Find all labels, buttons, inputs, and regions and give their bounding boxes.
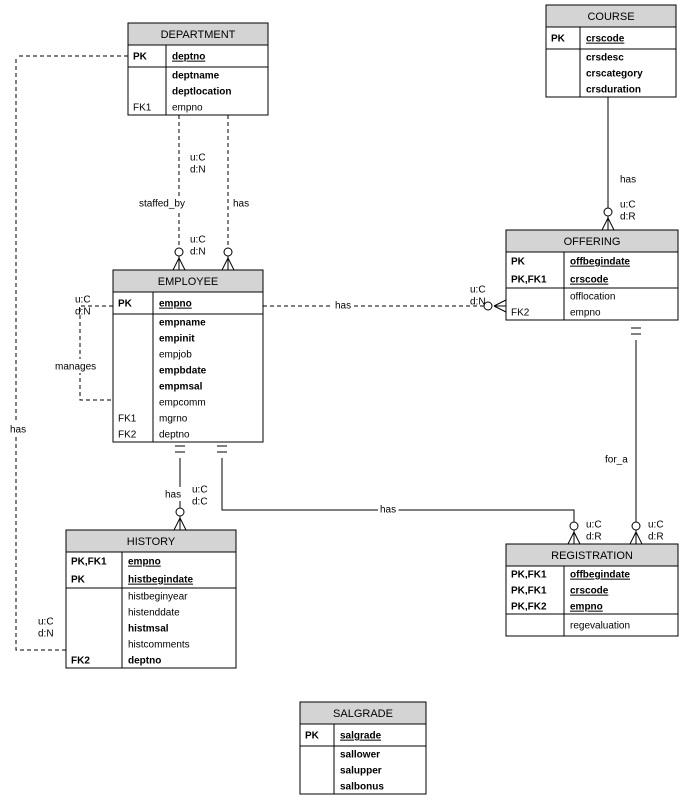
svg-text:d:N: d:N [470, 297, 486, 308]
svg-text:COURSE: COURSE [587, 11, 634, 23]
svg-text:crscode: crscode [570, 275, 609, 286]
edge-history-has-dept [16, 56, 66, 650]
svg-text:HISTORY: HISTORY [127, 536, 176, 548]
svg-text:histbegindate: histbegindate [128, 575, 193, 586]
svg-text:DEPARTMENT: DEPARTMENT [161, 29, 236, 41]
er-diagram: staffed_byu:Cd:Nu:Cd:Nhasmanagesu:Cd:Nha… [0, 0, 690, 803]
svg-text:empno: empno [570, 602, 603, 613]
svg-text:for_a: for_a [605, 455, 628, 466]
svg-text:u:C: u:C [648, 520, 664, 531]
svg-text:d:N: d:N [75, 307, 91, 318]
svg-text:salupper: salupper [340, 766, 382, 777]
svg-text:crscode: crscode [586, 34, 625, 45]
svg-text:sallower: sallower [340, 750, 380, 761]
svg-text:u:C: u:C [190, 153, 206, 164]
svg-text:empmsal: empmsal [159, 382, 203, 393]
svg-text:empcomm: empcomm [159, 398, 206, 409]
svg-text:d:R: d:R [648, 532, 664, 543]
svg-text:empno: empno [128, 557, 161, 568]
svg-text:d:N: d:N [190, 165, 206, 176]
svg-text:offlocation: offlocation [570, 292, 615, 303]
svg-text:empno: empno [172, 103, 203, 114]
svg-text:histenddate: histenddate [128, 608, 180, 619]
svg-text:histbeginyear: histbeginyear [128, 592, 188, 603]
svg-text:PK,FK1: PK,FK1 [511, 586, 547, 597]
svg-text:FK1: FK1 [133, 103, 152, 114]
svg-text:u:C: u:C [620, 200, 636, 211]
svg-text:FK2: FK2 [118, 430, 137, 441]
svg-text:regevaluation: regevaluation [570, 621, 630, 632]
svg-text:empinit: empinit [159, 334, 195, 345]
svg-text:u:C: u:C [586, 520, 602, 531]
svg-text:deptno: deptno [128, 656, 161, 667]
svg-text:u:C: u:C [190, 235, 206, 246]
svg-text:d:N: d:N [38, 629, 54, 640]
svg-text:manages: manages [55, 362, 96, 373]
svg-text:crscode: crscode [570, 586, 609, 597]
svg-text:PK: PK [551, 34, 566, 45]
svg-text:salgrade: salgrade [340, 731, 382, 742]
svg-text:crscategory: crscategory [586, 69, 643, 80]
svg-text:empname: empname [159, 318, 206, 329]
svg-text:PK,FK1: PK,FK1 [511, 570, 547, 581]
svg-text:empno: empno [159, 299, 192, 310]
svg-text:OFFERING: OFFERING [564, 236, 621, 248]
edge-emp-has-registration [222, 458, 574, 544]
svg-text:staffed_by: staffed_by [139, 199, 185, 210]
svg-text:d:R: d:R [620, 212, 636, 223]
svg-text:mgrno: mgrno [159, 414, 188, 425]
svg-text:crsdesc: crsdesc [586, 53, 624, 64]
svg-text:d:N: d:N [190, 247, 206, 258]
svg-text:u:C: u:C [75, 295, 91, 306]
svg-text:deptlocation: deptlocation [172, 87, 231, 98]
svg-text:empjob: empjob [159, 350, 192, 361]
svg-text:has: has [233, 199, 249, 210]
svg-text:PK: PK [511, 257, 526, 268]
svg-text:PK: PK [118, 299, 133, 310]
svg-text:PK,FK2: PK,FK2 [511, 602, 547, 613]
svg-text:has: has [165, 490, 181, 501]
svg-text:offbegindate: offbegindate [570, 257, 630, 268]
svg-text:offbegindate: offbegindate [570, 570, 630, 581]
svg-text:histcomments: histcomments [128, 640, 190, 651]
svg-text:FK2: FK2 [71, 656, 90, 667]
svg-text:u:C: u:C [192, 485, 208, 496]
svg-text:u:C: u:C [38, 617, 54, 628]
svg-text:histmsal: histmsal [128, 624, 169, 635]
svg-text:u:C: u:C [470, 285, 486, 296]
svg-text:crsduration: crsduration [586, 85, 641, 96]
svg-text:salbonus: salbonus [340, 782, 384, 793]
svg-text:d:R: d:R [586, 532, 602, 543]
svg-text:PK: PK [305, 731, 320, 742]
svg-text:SALGRADE: SALGRADE [333, 708, 393, 720]
svg-text:has: has [10, 425, 26, 436]
svg-text:FK2: FK2 [511, 308, 530, 319]
svg-text:deptname: deptname [172, 71, 220, 82]
svg-text:empno: empno [570, 308, 601, 319]
svg-text:PK,FK1: PK,FK1 [511, 275, 547, 286]
svg-text:has: has [380, 505, 396, 516]
edge-emp-manages [80, 306, 113, 400]
svg-text:has: has [620, 175, 636, 186]
svg-text:deptno: deptno [172, 52, 205, 63]
svg-text:EMPLOYEE: EMPLOYEE [158, 276, 219, 288]
svg-text:PK: PK [71, 575, 86, 586]
svg-text:has: has [335, 301, 351, 312]
svg-text:PK,FK1: PK,FK1 [71, 557, 107, 568]
svg-text:empbdate: empbdate [159, 366, 207, 377]
svg-text:deptno: deptno [159, 430, 190, 441]
svg-text:REGISTRATION: REGISTRATION [551, 550, 633, 562]
svg-text:d:C: d:C [192, 497, 208, 508]
svg-text:PK: PK [133, 52, 148, 63]
svg-text:FK1: FK1 [118, 414, 137, 425]
